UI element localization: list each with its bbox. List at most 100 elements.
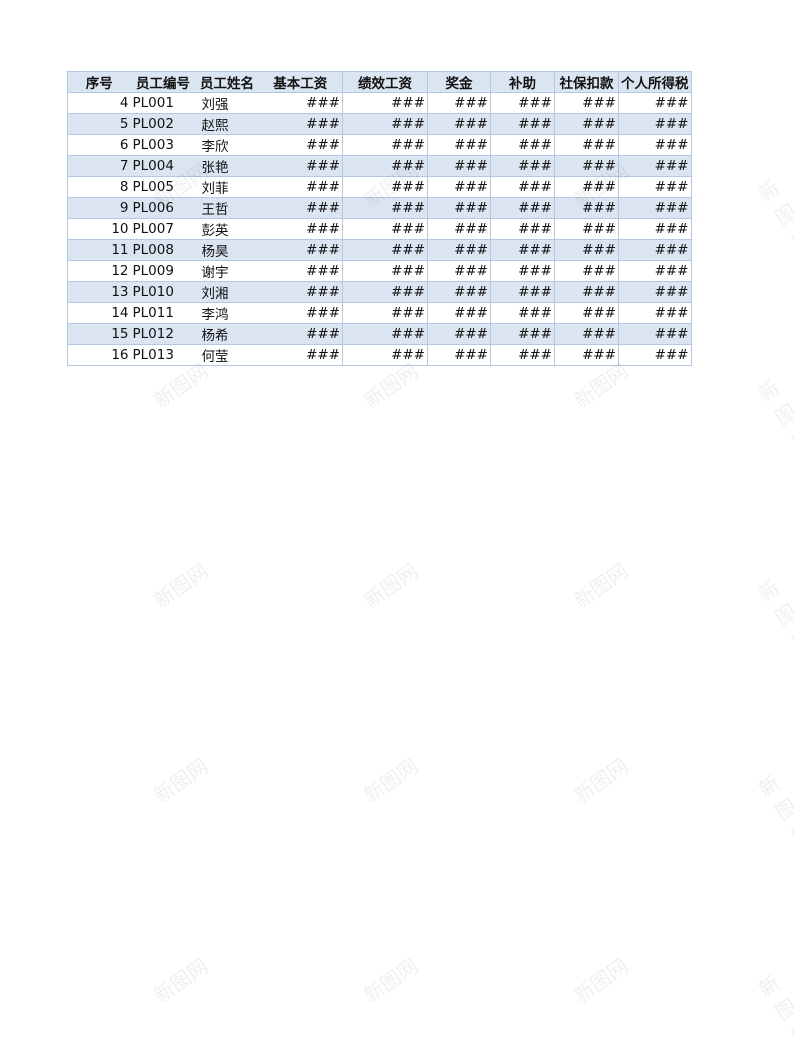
header-emp-id[interactable]: 员工编号	[130, 71, 196, 93]
cell-emp-id[interactable]: PL003	[130, 134, 196, 156]
header-income-tax[interactable]: 个人所得税	[618, 71, 692, 93]
header-social-insurance[interactable]: 社保扣款	[554, 71, 619, 93]
cell-base-salary[interactable]: ###	[258, 302, 343, 324]
cell-perf-salary[interactable]: ###	[342, 218, 428, 240]
cell-seq[interactable]: 16	[67, 344, 131, 366]
cell-seq[interactable]: 14	[67, 302, 131, 324]
cell-emp-id[interactable]: PL008	[130, 239, 196, 261]
cell-income-tax[interactable]: ###	[618, 302, 692, 324]
cell-perf-salary[interactable]: ###	[342, 113, 428, 135]
cell-base-salary[interactable]: ###	[258, 113, 343, 135]
cell-social-insurance[interactable]: ###	[554, 197, 619, 219]
cell-social-insurance[interactable]: ###	[554, 239, 619, 261]
cell-allowance[interactable]: ###	[490, 134, 555, 156]
cell-perf-salary[interactable]: ###	[342, 92, 428, 114]
cell-emp-name[interactable]: 刘菲	[195, 176, 259, 198]
cell-bonus[interactable]: ###	[427, 323, 491, 345]
cell-emp-id[interactable]: PL013	[130, 344, 196, 366]
cell-income-tax[interactable]: ###	[618, 113, 692, 135]
cell-perf-salary[interactable]: ###	[342, 155, 428, 177]
header-bonus[interactable]: 奖金	[427, 71, 491, 93]
cell-bonus[interactable]: ###	[427, 239, 491, 261]
cell-perf-salary[interactable]: ###	[342, 323, 428, 345]
cell-emp-id[interactable]: PL012	[130, 323, 196, 345]
cell-income-tax[interactable]: ###	[618, 134, 692, 156]
cell-income-tax[interactable]: ###	[618, 281, 692, 303]
cell-allowance[interactable]: ###	[490, 197, 555, 219]
cell-allowance[interactable]: ###	[490, 239, 555, 261]
cell-seq[interactable]: 13	[67, 281, 131, 303]
cell-emp-id[interactable]: PL011	[130, 302, 196, 324]
cell-social-insurance[interactable]: ###	[554, 323, 619, 345]
cell-emp-id[interactable]: PL002	[130, 113, 196, 135]
cell-seq[interactable]: 8	[67, 176, 131, 198]
cell-social-insurance[interactable]: ###	[554, 113, 619, 135]
cell-emp-name[interactable]: 王哲	[195, 197, 259, 219]
cell-allowance[interactable]: ###	[490, 176, 555, 198]
cell-allowance[interactable]: ###	[490, 218, 555, 240]
cell-base-salary[interactable]: ###	[258, 197, 343, 219]
cell-emp-name[interactable]: 李欣	[195, 134, 259, 156]
cell-emp-name[interactable]: 刘湘	[195, 281, 259, 303]
cell-bonus[interactable]: ###	[427, 113, 491, 135]
cell-emp-name[interactable]: 杨昊	[195, 239, 259, 261]
cell-perf-salary[interactable]: ###	[342, 239, 428, 261]
cell-income-tax[interactable]: ###	[618, 260, 692, 282]
cell-emp-name[interactable]: 杨希	[195, 323, 259, 345]
cell-emp-name[interactable]: 张艳	[195, 155, 259, 177]
cell-seq[interactable]: 6	[67, 134, 131, 156]
cell-bonus[interactable]: ###	[427, 344, 491, 366]
cell-perf-salary[interactable]: ###	[342, 197, 428, 219]
cell-allowance[interactable]: ###	[490, 113, 555, 135]
cell-income-tax[interactable]: ###	[618, 218, 692, 240]
cell-allowance[interactable]: ###	[490, 155, 555, 177]
cell-seq[interactable]: 9	[67, 197, 131, 219]
cell-bonus[interactable]: ###	[427, 260, 491, 282]
cell-base-salary[interactable]: ###	[258, 344, 343, 366]
cell-emp-name[interactable]: 谢宇	[195, 260, 259, 282]
cell-perf-salary[interactable]: ###	[342, 302, 428, 324]
cell-base-salary[interactable]: ###	[258, 239, 343, 261]
cell-bonus[interactable]: ###	[427, 281, 491, 303]
cell-emp-name[interactable]: 刘强	[195, 92, 259, 114]
cell-social-insurance[interactable]: ###	[554, 302, 619, 324]
cell-bonus[interactable]: ###	[427, 218, 491, 240]
cell-base-salary[interactable]: ###	[258, 155, 343, 177]
cell-emp-name[interactable]: 何莹	[195, 344, 259, 366]
cell-perf-salary[interactable]: ###	[342, 176, 428, 198]
cell-income-tax[interactable]: ###	[618, 197, 692, 219]
cell-bonus[interactable]: ###	[427, 155, 491, 177]
cell-social-insurance[interactable]: ###	[554, 260, 619, 282]
cell-income-tax[interactable]: ###	[618, 155, 692, 177]
cell-allowance[interactable]: ###	[490, 302, 555, 324]
cell-bonus[interactable]: ###	[427, 302, 491, 324]
cell-base-salary[interactable]: ###	[258, 134, 343, 156]
header-seq[interactable]: 序号	[67, 71, 131, 93]
header-base-salary[interactable]: 基本工资	[258, 71, 343, 93]
cell-allowance[interactable]: ###	[490, 281, 555, 303]
cell-income-tax[interactable]: ###	[618, 323, 692, 345]
cell-social-insurance[interactable]: ###	[554, 134, 619, 156]
cell-social-insurance[interactable]: ###	[554, 92, 619, 114]
cell-allowance[interactable]: ###	[490, 344, 555, 366]
cell-social-insurance[interactable]: ###	[554, 344, 619, 366]
cell-base-salary[interactable]: ###	[258, 323, 343, 345]
cell-emp-name[interactable]: 赵熙	[195, 113, 259, 135]
cell-emp-id[interactable]: PL007	[130, 218, 196, 240]
cell-bonus[interactable]: ###	[427, 197, 491, 219]
cell-base-salary[interactable]: ###	[258, 176, 343, 198]
cell-seq[interactable]: 11	[67, 239, 131, 261]
cell-social-insurance[interactable]: ###	[554, 218, 619, 240]
cell-emp-id[interactable]: PL009	[130, 260, 196, 282]
cell-base-salary[interactable]: ###	[258, 281, 343, 303]
cell-social-insurance[interactable]: ###	[554, 176, 619, 198]
cell-seq[interactable]: 15	[67, 323, 131, 345]
cell-emp-id[interactable]: PL001	[130, 92, 196, 114]
cell-perf-salary[interactable]: ###	[342, 344, 428, 366]
cell-base-salary[interactable]: ###	[258, 260, 343, 282]
cell-allowance[interactable]: ###	[490, 260, 555, 282]
cell-social-insurance[interactable]: ###	[554, 155, 619, 177]
cell-seq[interactable]: 12	[67, 260, 131, 282]
cell-emp-id[interactable]: PL004	[130, 155, 196, 177]
cell-bonus[interactable]: ###	[427, 134, 491, 156]
